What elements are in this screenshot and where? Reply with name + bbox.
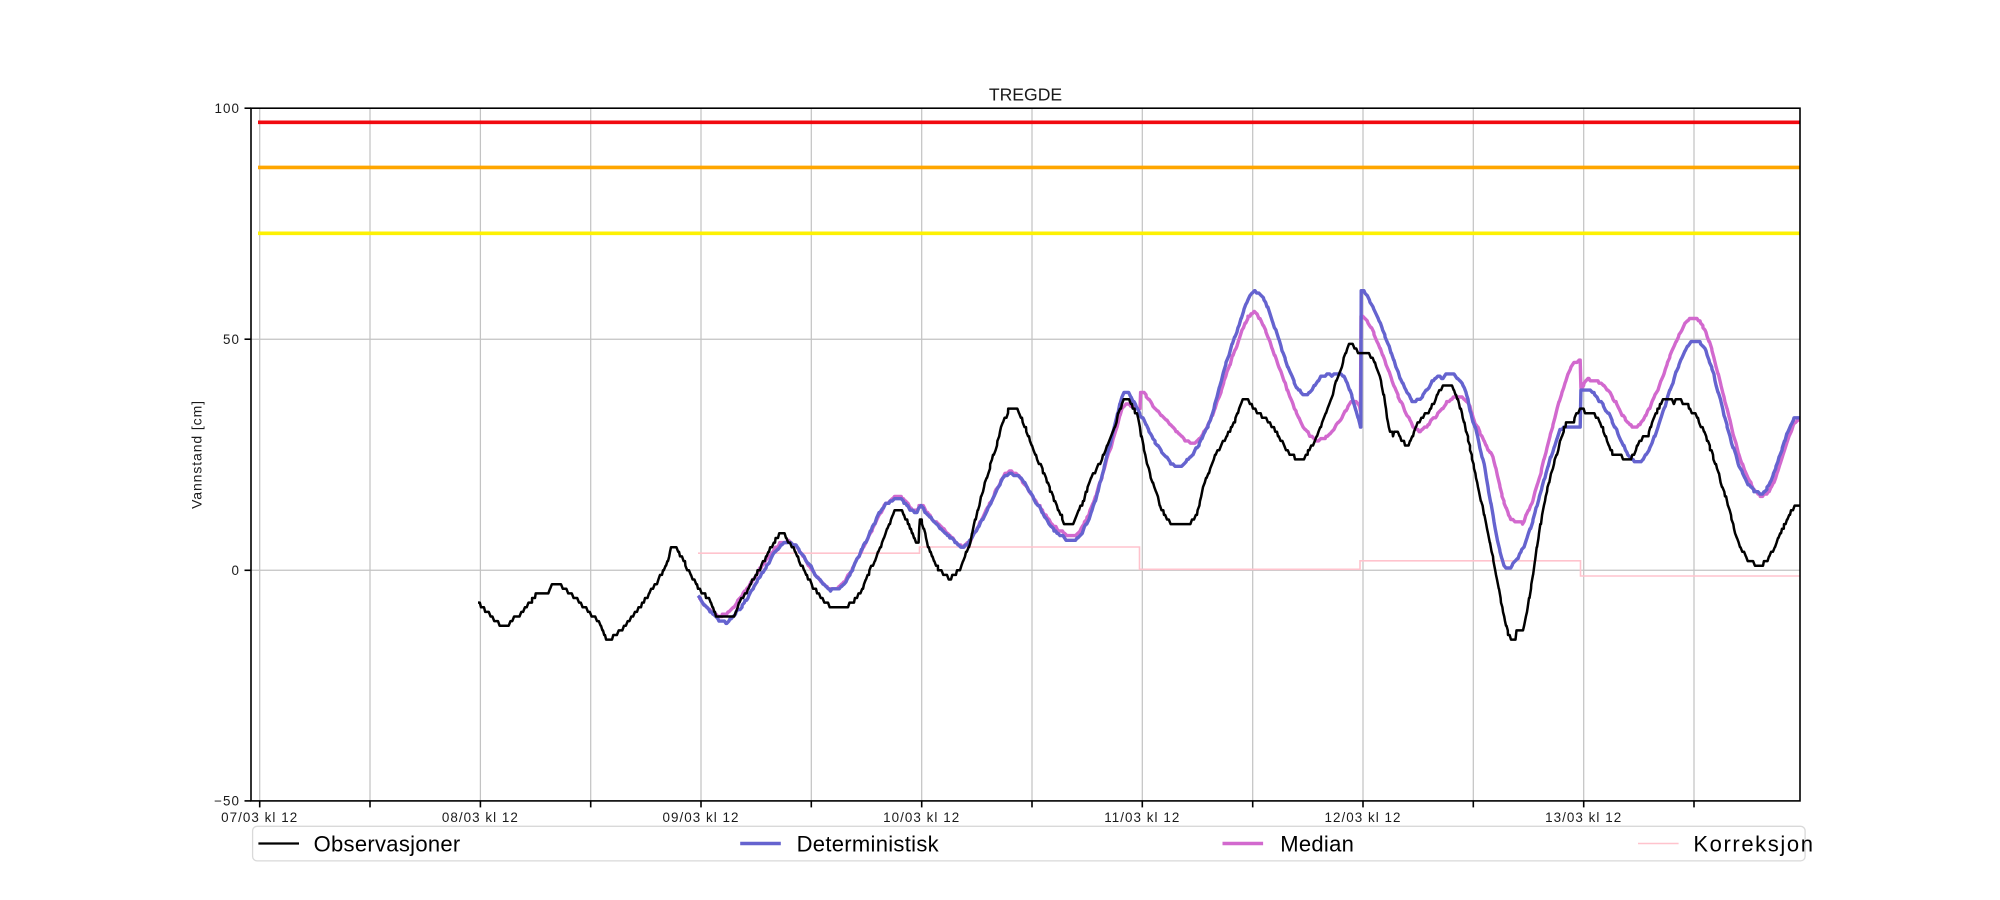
svg-text:Median: Median (1280, 832, 1354, 857)
svg-text:TREGDE: TREGDE (989, 85, 1062, 105)
svg-text:12/03 kl 12: 12/03 kl 12 (1324, 810, 1401, 825)
svg-text:Vannstand [cm]: Vannstand [cm] (189, 400, 205, 509)
svg-text:07/03 kl 12: 07/03 kl 12 (221, 810, 298, 825)
svg-text:100: 100 (215, 101, 241, 116)
svg-text:50: 50 (223, 332, 240, 347)
svg-text:Observasjoner: Observasjoner (314, 832, 461, 857)
svg-text:08/03 kl 12: 08/03 kl 12 (442, 810, 519, 825)
svg-text:Korreksjon: Korreksjon (1693, 832, 1814, 857)
svg-text:Deterministisk: Deterministisk (797, 832, 940, 857)
svg-text:09/03 kl 12: 09/03 kl 12 (662, 810, 739, 825)
svg-text:11/03 kl 12: 11/03 kl 12 (1104, 810, 1180, 825)
svg-text:−50: −50 (214, 794, 240, 809)
svg-text:10/03 kl 12: 10/03 kl 12 (883, 810, 960, 825)
svg-text:13/03 kl 12: 13/03 kl 12 (1545, 810, 1622, 825)
svg-text:0: 0 (232, 563, 241, 578)
